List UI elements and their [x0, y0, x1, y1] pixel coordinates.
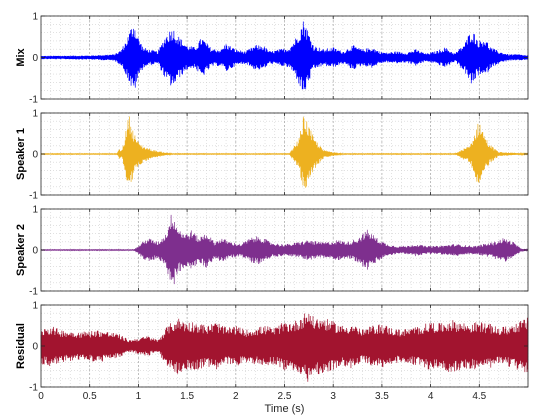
y-tick-label: 0 — [32, 150, 38, 161]
x-tick-label: 3 — [330, 391, 336, 402]
x-tick-label: 4 — [428, 391, 434, 402]
panel-speaker-2: -1 0 1 Speaker 2 — [15, 205, 529, 298]
y-tick-label: 1 — [32, 205, 38, 216]
x-tick-label: 0 — [38, 391, 44, 402]
waveform-series — [40, 116, 529, 188]
y-axis-label: Speaker 1 — [15, 128, 27, 180]
y-tick-label: -1 — [29, 383, 38, 394]
y-tick-label: 1 — [32, 301, 38, 312]
x-tick-label: 2 — [233, 391, 239, 402]
x-tick-label: 1.5 — [180, 391, 194, 402]
y-tick-label: 0 — [32, 53, 38, 64]
waveform-series — [40, 313, 529, 382]
panel-mix: -1 0 1 Mix — [15, 12, 529, 106]
y-axis-label: Speaker 2 — [15, 224, 27, 276]
x-tick-label: 1 — [136, 391, 142, 402]
y-tick-label: 0 — [32, 342, 38, 353]
x-tick-label: 2.5 — [278, 391, 292, 402]
y-axis-label: Residual — [15, 323, 27, 369]
y-tick-label: 1 — [32, 109, 38, 120]
x-tick-label: 0.5 — [83, 391, 97, 402]
y-tick-label: -1 — [29, 191, 38, 202]
y-tick-label: 0 — [32, 246, 38, 257]
y-axis-label: Mix — [15, 47, 27, 66]
panel-speaker-1: -1 0 1 Speaker 1 — [15, 109, 529, 202]
x-axis-label: Time (s) — [265, 403, 305, 415]
waveform-series — [40, 214, 529, 285]
y-tick-label: 1 — [32, 12, 38, 23]
x-tick-label: 3.5 — [375, 391, 389, 402]
x-tick-label: 4.5 — [472, 391, 486, 402]
y-tick-label: -1 — [29, 287, 38, 298]
y-tick-label: -1 — [29, 95, 38, 106]
waveform-series — [40, 21, 529, 90]
